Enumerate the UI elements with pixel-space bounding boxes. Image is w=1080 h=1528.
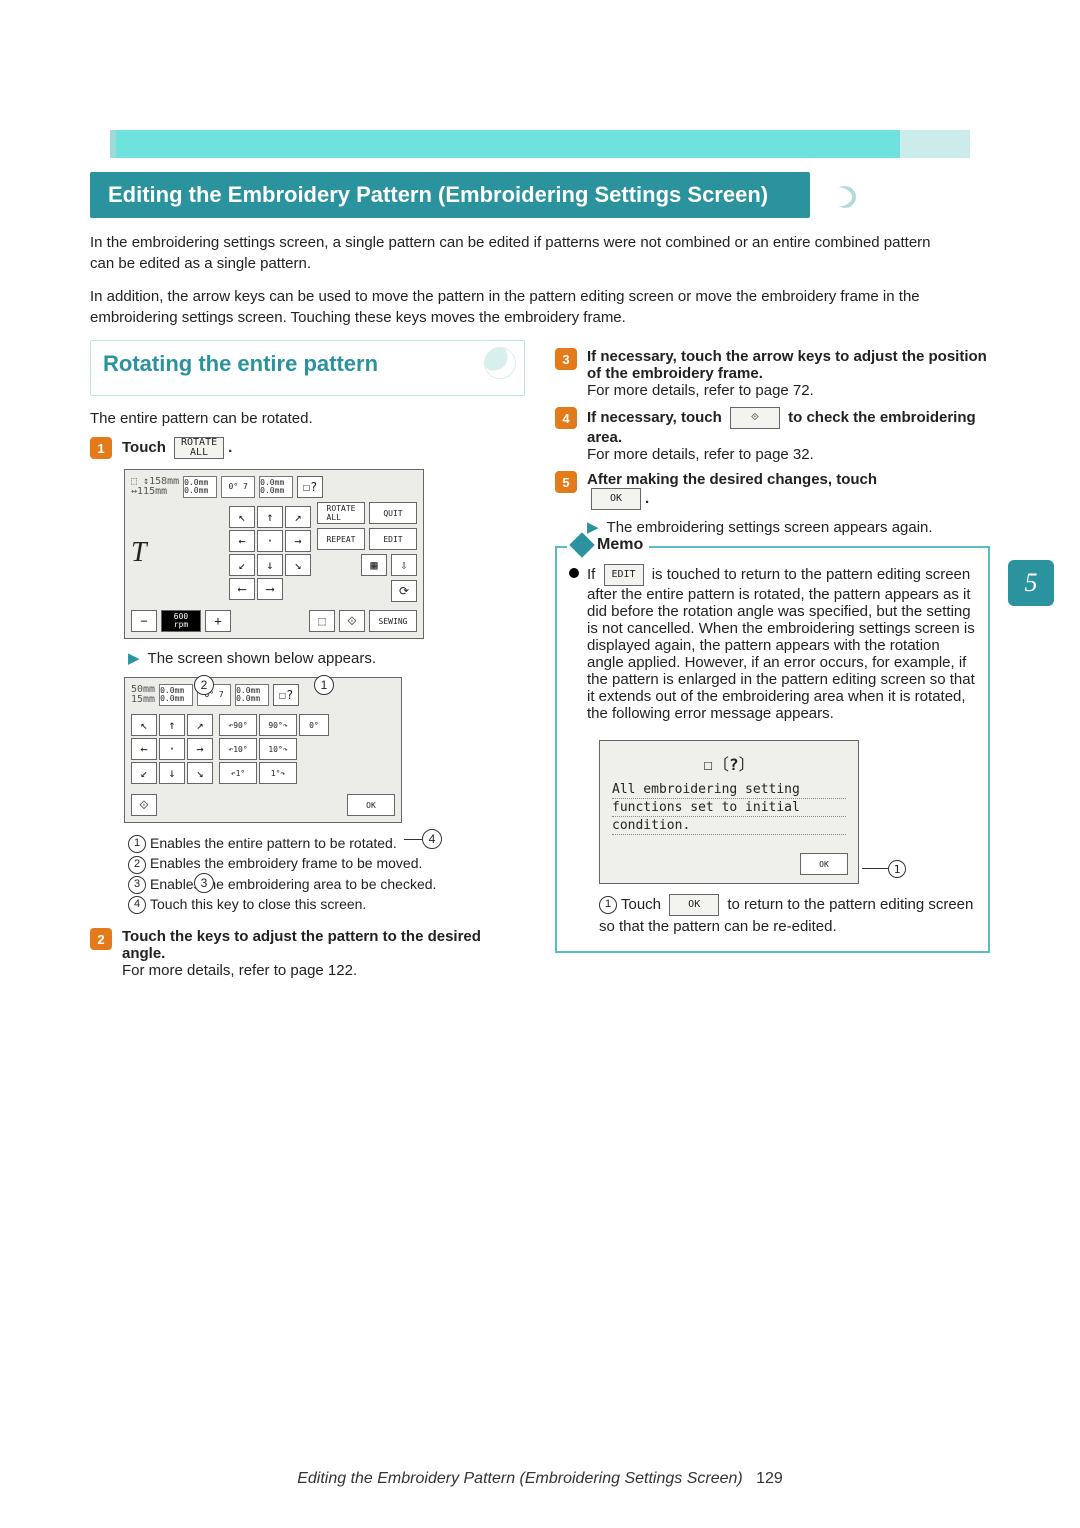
rpm-readout: 600rpm	[161, 610, 201, 632]
ok-button[interactable]: OK	[347, 794, 395, 816]
memo-if: If	[587, 566, 595, 583]
check-area-icon[interactable]: ⟐	[339, 610, 365, 632]
info-icon[interactable]: ☐?	[297, 476, 323, 498]
step2-bold: Touch the keys to adjust the pattern to …	[122, 928, 525, 962]
edit-button[interactable]: EDIT	[604, 564, 644, 586]
quit-button[interactable]: QUIT	[369, 502, 417, 524]
error-line: condition.	[612, 817, 846, 835]
triangle-bullet-icon: ▶	[587, 518, 599, 536]
triangle-bullet-icon: ▶	[128, 649, 140, 667]
sewing-button[interactable]: SEWING	[369, 610, 417, 632]
screen-preview-1: ⬚ ↕158mm↔115mm 0.0mm 0.0mm 0° 7 0.0mm 0.…	[124, 469, 424, 639]
edit-button[interactable]: EDIT	[369, 528, 417, 550]
screen2-top-cell: 0.0mm 0.0mm	[159, 684, 193, 706]
repeat-button[interactable]: REPEAT	[317, 528, 365, 550]
callout-3: 3	[194, 873, 214, 893]
color-icon[interactable]: ▦	[361, 554, 387, 576]
callout-1: 1	[888, 860, 906, 878]
page-footer: Editing the Embroidery Pattern (Embroide…	[0, 1470, 1080, 1488]
error-line: All embroidering setting	[612, 781, 846, 799]
plus-button[interactable]: +	[205, 610, 231, 632]
rotate-pad[interactable]: ↶90° 90°↷ 0° ↶10° 10°↷ ↶1° 1°↷	[219, 714, 329, 784]
screen1-top-cell: 0° 7	[221, 476, 255, 498]
screen1-top-cell: 0.0mm 0.0mm	[259, 476, 293, 498]
ok-button[interactable]: OK	[800, 853, 848, 875]
screen2-dims: 50mm15mm	[131, 685, 155, 705]
check-area-icon[interactable]: ⟐	[131, 794, 157, 816]
callout-legend: 1Enables the entire pattern to be rotate…	[128, 833, 525, 914]
heading-ornament	[484, 347, 516, 379]
arrow-pad[interactable]: ↖↑↗ ←·→ ↙↓↘ ⟵⟶	[229, 506, 311, 600]
screen-preview-2: 50mm15mm 0.0mm 0.0mm 0° 7 0.0mm 0.0mm ☐?…	[124, 677, 402, 823]
sub-lead: The entire pattern can be rotated.	[90, 408, 525, 429]
sub-heading: Rotating the entire pattern	[103, 351, 512, 377]
intro-paragraph-2: In addition, the arrow keys can be used …	[90, 286, 950, 328]
warning-icon: ☐〔?〕	[612, 751, 846, 775]
rotate-all-button[interactable]: ROTATE ALL	[317, 502, 365, 524]
check-area-icon[interactable]: ⟐	[730, 407, 780, 429]
callout-4: 4	[422, 829, 442, 849]
step1-prefix: Touch	[122, 439, 166, 456]
chapter-tab: 5	[1008, 560, 1054, 606]
screen1-dims: ⬚ ↕158mm↔115mm	[131, 477, 179, 497]
result-1: The screen shown below appears.	[148, 650, 376, 667]
step4-plain: For more details, refer to page 32.	[587, 446, 990, 463]
design-preview: T	[131, 537, 147, 569]
callout-1: 1	[599, 896, 617, 914]
step-badge-1: 1	[90, 437, 112, 459]
rotate-all-button[interactable]: ROTATE ALL	[174, 437, 224, 459]
arrow-pad[interactable]: ↖↑↗ ←·→ ↙↓↘	[131, 714, 213, 784]
step-badge-3: 3	[555, 348, 577, 370]
step2-plain: For more details, refer to page 122.	[122, 962, 525, 979]
screen2-top-cell: 0.0mm 0.0mm	[235, 684, 269, 706]
step-badge-5: 5	[555, 471, 577, 493]
step5-result: The embroidering settings screen appears…	[607, 519, 933, 536]
step5-bold: After making the desired changes, touch	[587, 471, 877, 488]
ok-button[interactable]: OK	[669, 894, 719, 916]
step3-bold: If necessary, touch the arrow keys to ad…	[587, 348, 990, 382]
ok-button[interactable]: OK	[591, 488, 641, 510]
memo-title: Memo	[567, 536, 649, 554]
needle-icon[interactable]: ⇩	[391, 554, 417, 576]
area-icon[interactable]: ⬚	[309, 610, 335, 632]
memo-touch-prefix: Touch	[621, 896, 661, 913]
intro-paragraph-1: In the embroidering settings screen, a s…	[90, 232, 950, 274]
screen1-top-cell: 0.0mm 0.0mm	[183, 476, 217, 498]
info-icon[interactable]: ☐?	[273, 684, 299, 706]
callout-1: 1	[314, 675, 334, 695]
section-title: Editing the Embroidery Pattern (Embroide…	[90, 172, 810, 218]
lock-icon[interactable]: ⟳	[391, 580, 417, 602]
step-badge-2: 2	[90, 928, 112, 950]
error-dialog: ☐〔?〕 All embroidering setting functions …	[599, 740, 859, 884]
minus-button[interactable]: −	[131, 610, 157, 632]
bullet-icon	[569, 568, 579, 578]
step4-bold-a: If necessary, touch	[587, 409, 722, 426]
memo-sentence: is touched to return to the pattern edit…	[587, 566, 975, 722]
memo-box: Memo If EDIT is touched to return to the…	[555, 546, 990, 953]
step-badge-4: 4	[555, 407, 577, 429]
error-line: functions set to initial	[612, 799, 846, 817]
step3-plain: For more details, refer to page 72.	[587, 382, 990, 399]
callout-2: 2	[194, 675, 214, 695]
subsection-box: Rotating the entire pattern	[90, 340, 525, 396]
memo-icon	[569, 532, 594, 557]
